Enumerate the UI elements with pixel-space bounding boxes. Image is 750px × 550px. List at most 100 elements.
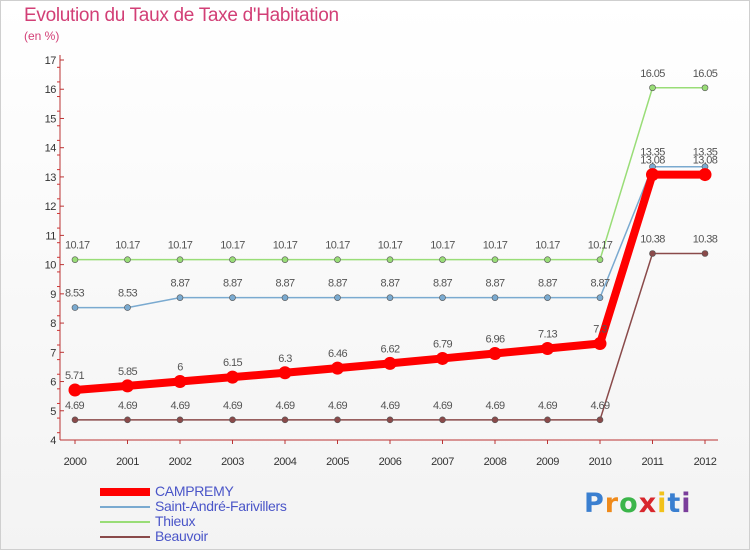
y-tick-label: 12 (45, 201, 57, 213)
data-point (229, 294, 236, 301)
data-point (229, 416, 236, 424)
x-tick-label: 2000 (64, 456, 87, 468)
logo-letter: x (638, 488, 658, 519)
data-point (544, 416, 551, 424)
logo-letter: t (667, 488, 682, 519)
data-label: 5.85 (118, 366, 137, 378)
data-label: 4.69 (380, 400, 399, 412)
data-label: 10.38 (640, 234, 665, 246)
data-point (544, 294, 551, 301)
line-chart: 4 5 6 7 8 9 10 11 12 13 14 15 16 17 2000 2001 2002 2003 20… (45, 55, 718, 468)
data-label: 4.69 (275, 400, 294, 412)
legend-swatch-campremy (100, 488, 150, 496)
chart-title: Evolution du Taux de Taxe d'Habitation (24, 5, 339, 26)
legend-label-campremy: CAMPREMY (155, 483, 234, 499)
data-label: 4.69 (328, 400, 347, 412)
x-tick-label: 2006 (379, 456, 402, 468)
data-point (544, 256, 551, 263)
x-tick-label: 2002 (169, 456, 192, 468)
legend-item-campremy[interactable]: CAMPREMY (100, 484, 360, 499)
y-tick-label: 14 (45, 143, 57, 155)
data-point (701, 84, 709, 92)
data-label: 10.17 (168, 240, 193, 252)
data-point (229, 256, 236, 263)
data-point (334, 294, 341, 301)
data-label: 6.79 (433, 338, 452, 350)
data-label: 4.69 (433, 400, 452, 412)
x-tick-label: 2009 (536, 456, 559, 468)
data-point (68, 383, 82, 397)
data-point (71, 304, 79, 311)
data-label: 10.17 (483, 240, 508, 252)
data-label: 10.17 (220, 240, 245, 252)
legend-swatch-thieux (100, 521, 150, 523)
y-tick-label: 8 (50, 318, 56, 330)
legend-item-thieux[interactable]: Thieux (100, 514, 360, 529)
data-point (698, 168, 712, 182)
data-point (124, 304, 131, 311)
legend-swatch-saint-andre (100, 506, 150, 508)
data-label: 7.3 (593, 324, 607, 336)
y-tick-label: 5 (50, 406, 56, 418)
y-tick-label: 9 (50, 289, 56, 301)
legend: CAMPREMY Saint-André-Farivillers Thieux … (100, 484, 360, 544)
data-label: 8.53 (65, 288, 84, 300)
y-tick-label: 13 (45, 172, 57, 184)
data-point (541, 342, 554, 356)
data-label: 6.62 (380, 343, 399, 355)
data-point (491, 416, 499, 424)
data-label: 8.87 (590, 278, 609, 290)
proxiti-logo: Proxiti (584, 488, 692, 519)
data-point (593, 337, 607, 351)
data-point (386, 256, 394, 263)
data-point (176, 294, 184, 301)
data-label: 4.69 (65, 400, 84, 412)
legend-item-beauvoir[interactable]: Beauvoir (100, 529, 360, 544)
data-label: 8.87 (170, 278, 189, 290)
data-label: 4.69 (485, 400, 504, 412)
data-point (173, 375, 187, 389)
legend-item-saint-andre[interactable]: Saint-André-Farivillers (100, 499, 360, 514)
y-tick-label: 7 (50, 347, 56, 359)
x-tick-label: 2005 (326, 456, 349, 468)
data-label: 6.3 (278, 353, 292, 365)
data-label: 13.08 (640, 155, 665, 167)
data-label: 10.17 (588, 240, 613, 252)
data-label: 13.35 (640, 147, 665, 159)
data-point (176, 256, 184, 263)
logo-letter: P (584, 488, 605, 519)
x-tick-label: 2004 (274, 456, 297, 468)
logo-letter: o (619, 488, 639, 519)
data-point (386, 416, 394, 424)
y-tick-label: 15 (45, 113, 57, 125)
data-label: 8.87 (485, 278, 504, 290)
data-label: 4.69 (118, 400, 137, 412)
data-label: 10.17 (115, 240, 140, 252)
data-point (701, 250, 709, 257)
legend-label-saint-andre: Saint-André-Farivillers (155, 498, 287, 514)
data-label: 4.69 (590, 400, 609, 412)
data-label: 10.17 (325, 240, 350, 252)
series-line (75, 87, 705, 261)
data-label: 8.87 (538, 278, 557, 290)
data-point (278, 366, 292, 380)
logo-letter: r (604, 488, 620, 519)
data-label: 5.71 (65, 370, 84, 382)
data-point (596, 256, 604, 263)
data-label: 7.13 (538, 329, 557, 341)
legend-label-beauvoir: Beauvoir (155, 528, 208, 544)
data-label: 16.05 (693, 68, 718, 80)
data-point (646, 168, 659, 182)
data-label: 8.87 (223, 278, 242, 290)
data-label: 6 (177, 362, 183, 374)
data-point (386, 294, 394, 301)
data-point (649, 84, 656, 92)
data-label: 10.17 (535, 240, 560, 252)
data-label: 10.17 (65, 240, 90, 252)
data-point (281, 294, 289, 301)
data-label: 6.46 (328, 348, 347, 360)
data-label: 10.17 (378, 240, 403, 252)
data-label: 8.87 (275, 278, 294, 290)
data-label: 8.87 (328, 278, 347, 290)
data-label: 4.69 (538, 400, 557, 412)
